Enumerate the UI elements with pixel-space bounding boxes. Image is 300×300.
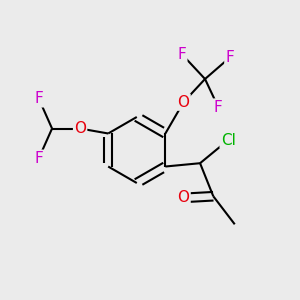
Text: F: F xyxy=(214,100,223,115)
Text: O: O xyxy=(178,94,190,110)
Text: O: O xyxy=(178,190,190,206)
Text: Cl: Cl xyxy=(221,133,236,148)
Text: F: F xyxy=(34,151,43,166)
Text: F: F xyxy=(178,47,186,62)
Text: O: O xyxy=(74,121,86,136)
Text: F: F xyxy=(34,91,43,106)
Text: F: F xyxy=(225,50,234,65)
